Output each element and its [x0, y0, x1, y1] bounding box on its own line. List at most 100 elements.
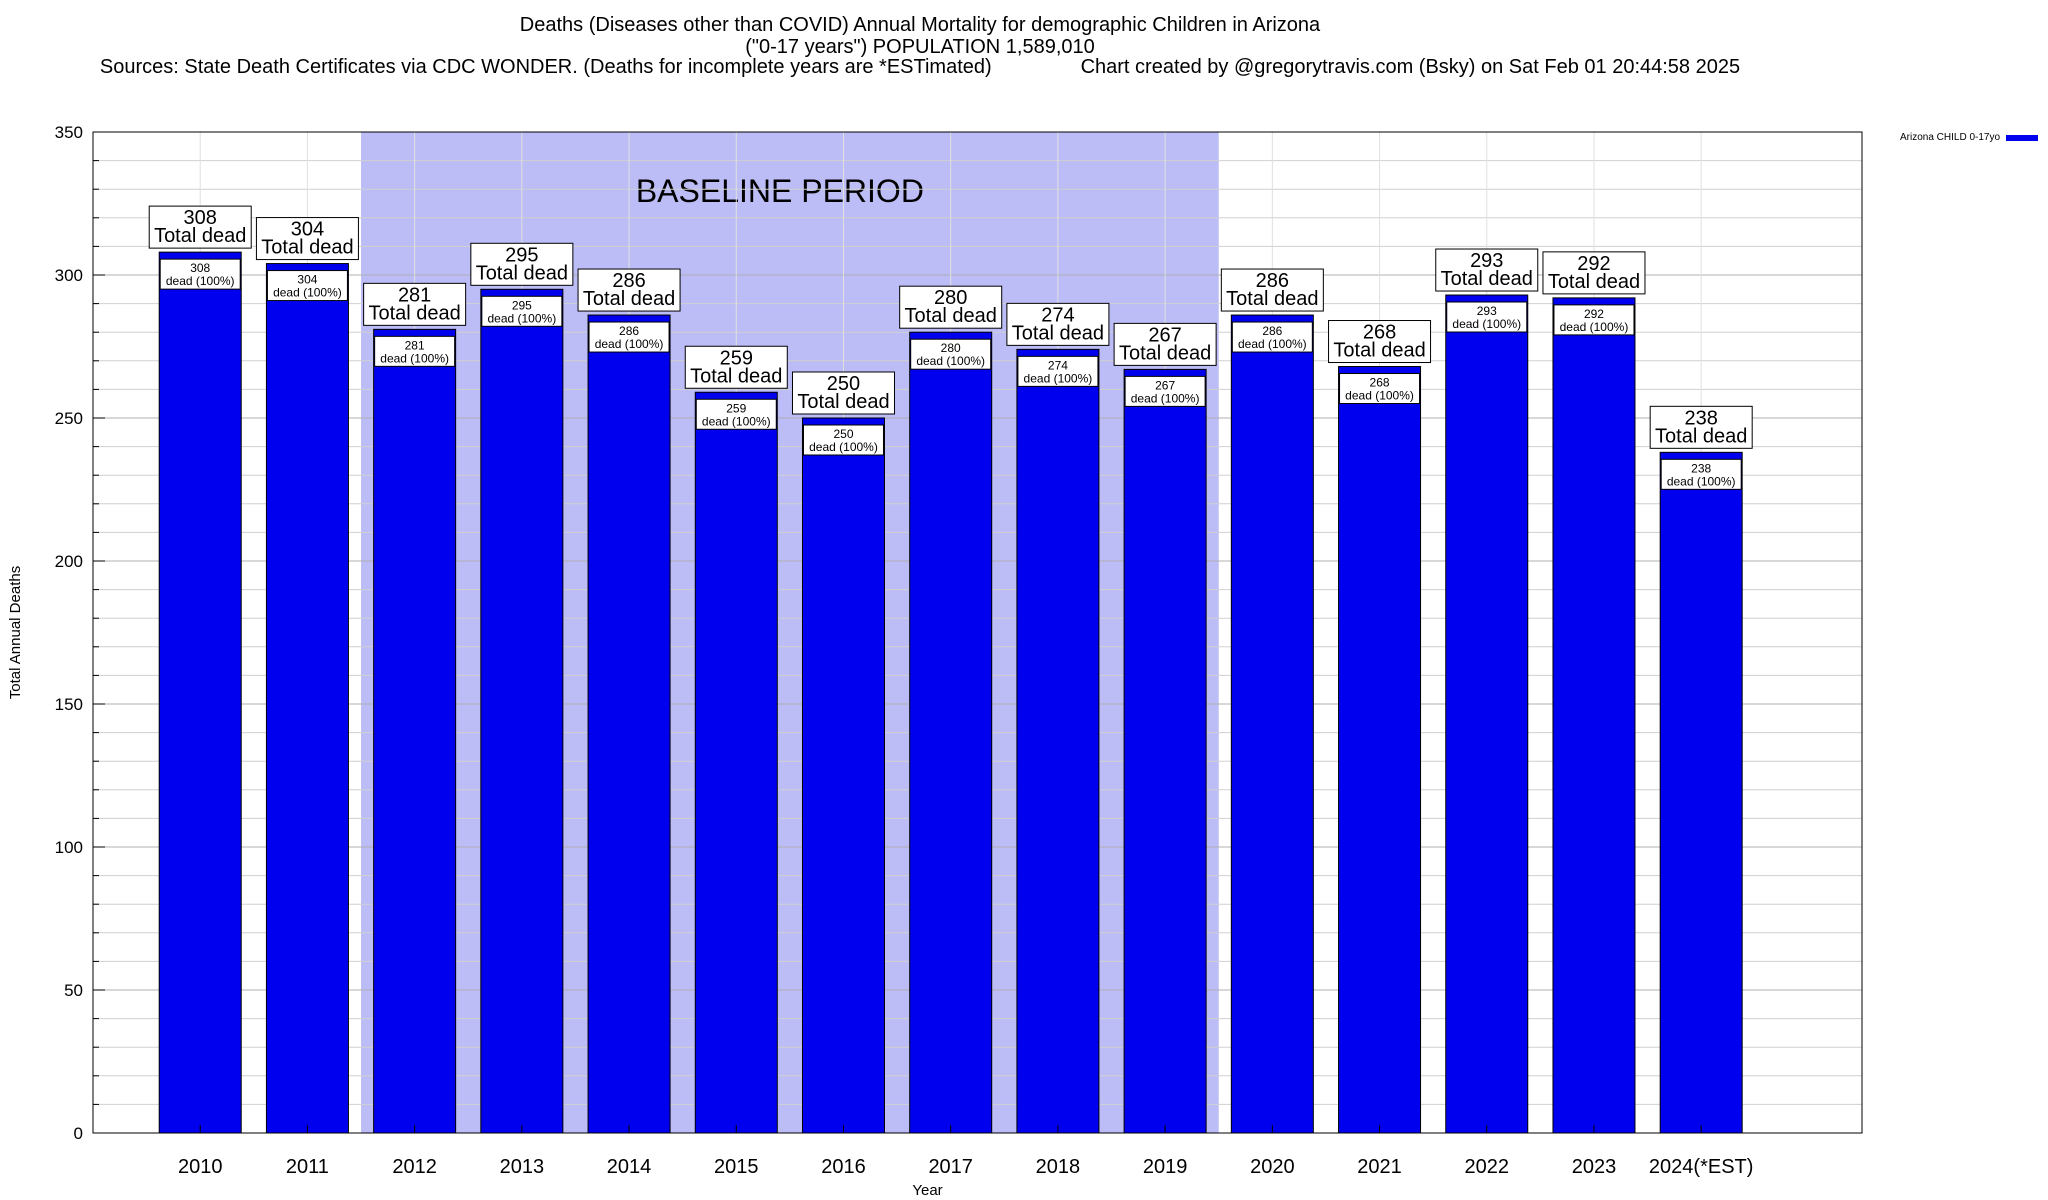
x-tick-label: 2020 [1250, 1156, 1295, 1178]
x-tick-label: 2022 [1465, 1156, 1510, 1178]
bar [158, 251, 242, 1134]
bar-top-label-box [148, 205, 252, 249]
x-tick-label: 2015 [714, 1156, 759, 1178]
bar-top-label: Total dead [583, 288, 675, 310]
bar [1230, 314, 1314, 1134]
bar-inner-label-box [481, 295, 563, 327]
bar-inner-value: 286 [619, 324, 639, 338]
bar-inner-label: dead (100%) [487, 311, 556, 325]
baseline-label: BASELINE PERIOD [636, 173, 924, 209]
bar-inner-label-box [159, 258, 241, 290]
bar-top-label-box [470, 242, 574, 286]
bar-top-value: 293 [1470, 250, 1503, 272]
bar-inner-label-box [1446, 301, 1528, 333]
bar-inner-value: 259 [726, 401, 746, 415]
bar-inner-label-box [1231, 321, 1313, 353]
bar-top-label: Total dead [905, 305, 997, 327]
bar-inner-label: dead (100%) [1452, 317, 1521, 331]
bar-inner-label-box [695, 398, 777, 430]
bar-inner-value: 280 [941, 341, 961, 355]
bar [909, 331, 993, 1134]
bar-top-value: 238 [1684, 407, 1717, 429]
y-tick-label: 50 [64, 981, 83, 1000]
y-tick-label: 300 [55, 266, 83, 285]
bar-top-label: Total dead [261, 237, 353, 259]
bar-inner-label-box [266, 270, 348, 302]
bar-inner-label: dead (100%) [1024, 371, 1093, 385]
bar-top-label: Total dead [1548, 271, 1640, 293]
x-tick-label: 2010 [178, 1156, 223, 1178]
y-axis-label: Total Annual Deaths [7, 566, 24, 699]
bar-top-label-box [791, 371, 895, 415]
bar-top-label: Total dead [690, 365, 782, 387]
x-tick-label: 2011 [286, 1156, 329, 1178]
bar-inner-value: 295 [512, 298, 532, 312]
x-tick-label: 2024(*EST) [1649, 1156, 1754, 1178]
x-tick-label: 2021 [1357, 1156, 1402, 1178]
bar-top-value: 292 [1577, 253, 1610, 275]
chart-subtitle: ("0-17 years") POPULATION 1,589,010 [745, 36, 1095, 58]
bar-inner-label-box [374, 335, 456, 367]
x-tick-label: 2023 [1572, 1156, 1617, 1178]
bar-top-label-box [577, 268, 681, 312]
bar-inner-value: 292 [1584, 307, 1604, 321]
y-tick-label: 150 [55, 695, 83, 714]
bar-top-label-box [363, 282, 467, 326]
bar-top-value: 295 [505, 244, 538, 266]
bar-top-value: 280 [934, 287, 967, 309]
bar-top-label: Total dead [1012, 322, 1104, 344]
bar-inner-value: 304 [297, 273, 317, 287]
x-tick-label: 2014 [607, 1156, 652, 1178]
bar-top-label-box [1649, 405, 1753, 449]
bar [480, 288, 564, 1134]
source-text: Sources: State Death Certificates via CD… [99, 56, 992, 78]
bar [1338, 366, 1422, 1134]
x-tick-label: 2019 [1143, 1156, 1188, 1178]
bar-inner-label-box [910, 338, 992, 370]
bar-top-label: Total dead [476, 262, 568, 284]
bar-top-label-box [1435, 248, 1539, 292]
bar-top-value: 286 [1256, 270, 1289, 292]
bar-inner-value: 267 [1155, 378, 1175, 392]
bar-top-label-box [1542, 251, 1646, 295]
x-tick-label: 2018 [1036, 1156, 1081, 1178]
credit-text: Chart created by @gregorytravis.com (Bsk… [1080, 56, 1741, 78]
bar [801, 417, 885, 1134]
bar-top-value: 304 [291, 219, 324, 241]
y-tick-label: 0 [74, 1124, 83, 1143]
bar [1659, 451, 1743, 1134]
bar-inner-label: dead (100%) [273, 286, 342, 300]
x-tick-label: 2013 [500, 1156, 545, 1178]
bar-top-value: 259 [720, 347, 753, 369]
bar-inner-value: 286 [1262, 324, 1282, 338]
bar-top-label: Total dead [1119, 342, 1211, 364]
bar [587, 314, 671, 1134]
bar-top-label: Total dead [368, 302, 460, 324]
x-tick-label: 2016 [821, 1156, 866, 1178]
bar-top-value: 308 [184, 207, 217, 229]
bar-inner-label: dead (100%) [702, 414, 771, 428]
y-tick-label: 100 [55, 838, 83, 857]
bar [1016, 348, 1100, 1134]
bar [1552, 297, 1636, 1134]
bar-top-label-box [684, 345, 788, 389]
bar-top-label-box [1220, 268, 1324, 312]
bar [373, 328, 457, 1134]
bar-inner-label: dead (100%) [1238, 337, 1307, 351]
chart-title: Deaths (Diseases other than COVID) Annua… [519, 14, 1321, 36]
bar-top-value: 281 [398, 284, 431, 306]
bar-inner-label-box [1660, 458, 1742, 490]
bar-top-label: Total dead [1333, 340, 1425, 362]
bar-inner-label: dead (100%) [809, 440, 878, 454]
bar [1445, 294, 1529, 1134]
bar-inner-label-box [588, 321, 670, 353]
bar-inner-value: 268 [1370, 376, 1390, 390]
bar-inner-value: 281 [405, 338, 425, 352]
bar-inner-label-box [1553, 304, 1635, 336]
legend-label: Arizona CHILD 0-17yo [1900, 132, 2001, 143]
x-tick-label: 2017 [928, 1156, 973, 1178]
bar-top-value: 274 [1041, 304, 1074, 326]
bar-inner-label: dead (100%) [1560, 320, 1629, 334]
bar-top-label-box [1006, 302, 1110, 346]
